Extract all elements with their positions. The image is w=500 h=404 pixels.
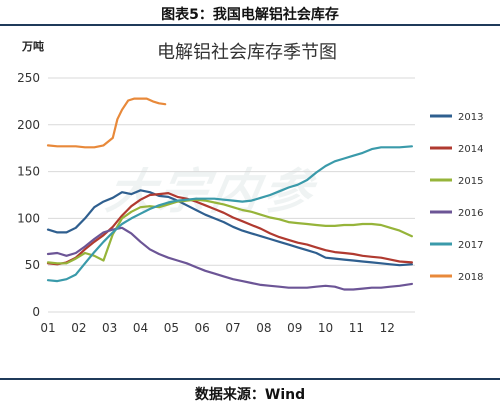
- series-line-2015: [46, 198, 413, 265]
- y-axis: 0 50 100 150 200 250: [17, 71, 40, 319]
- x-tick-label: 09: [287, 321, 302, 335]
- legend: 2013 2014 2015 2016 2017 2018: [430, 112, 483, 283]
- x-tick-label: 05: [164, 321, 179, 335]
- x-tick-label: 03: [102, 321, 117, 335]
- y-tick-label: 50: [25, 258, 40, 272]
- legend-label-2017: 2017: [458, 240, 483, 251]
- x-tick-label: 10: [318, 321, 333, 335]
- x-tick-label: 04: [133, 321, 148, 335]
- x-tick-label: 07: [225, 321, 240, 335]
- series-line-2018: [46, 97, 167, 149]
- y-tick-label: 0: [32, 305, 40, 319]
- legend-label-2013: 2013: [458, 112, 483, 123]
- x-tick-label: 01: [40, 321, 55, 335]
- y-tick-label: 250: [17, 71, 40, 85]
- series-line-2016: [46, 226, 413, 291]
- gridlines: [48, 77, 415, 313]
- chart: 电解铝社会库存季节图 万吨 0 50 100 150 200 250 01 02 03 04 05…: [17, 39, 483, 335]
- figure-caption: 图表5：我国电解铝社会库存: [161, 7, 339, 23]
- x-tick-label: 08: [256, 321, 271, 335]
- legend-label-2018: 2018: [458, 272, 483, 283]
- x-axis: 01 02 03 04 05 06 07 08 09 10 11 12: [40, 321, 395, 335]
- legend-label-2014: 2014: [458, 144, 483, 155]
- legend-label-2015: 2015: [458, 176, 483, 187]
- x-tick-label: 06: [195, 321, 210, 335]
- x-tick-label: 12: [380, 321, 395, 335]
- chart-title: 电解铝社会库存季节图: [157, 42, 337, 63]
- y-unit-label: 万吨: [21, 39, 44, 53]
- legend-label-2016: 2016: [458, 208, 483, 219]
- top-rule: [0, 24, 500, 26]
- series-line-2014: [46, 192, 413, 266]
- y-tick-label: 100: [17, 211, 40, 225]
- bottom-rule: [0, 378, 500, 380]
- series-lines: [46, 97, 413, 291]
- x-tick-label: 11: [349, 321, 364, 335]
- series-line-2013: [46, 189, 413, 267]
- y-tick-label: 150: [17, 165, 40, 179]
- x-tick-label: 02: [71, 321, 86, 335]
- source-note: 数据来源：Wind: [194, 387, 306, 403]
- y-tick-label: 200: [17, 118, 40, 132]
- series-line-2017: [46, 145, 413, 283]
